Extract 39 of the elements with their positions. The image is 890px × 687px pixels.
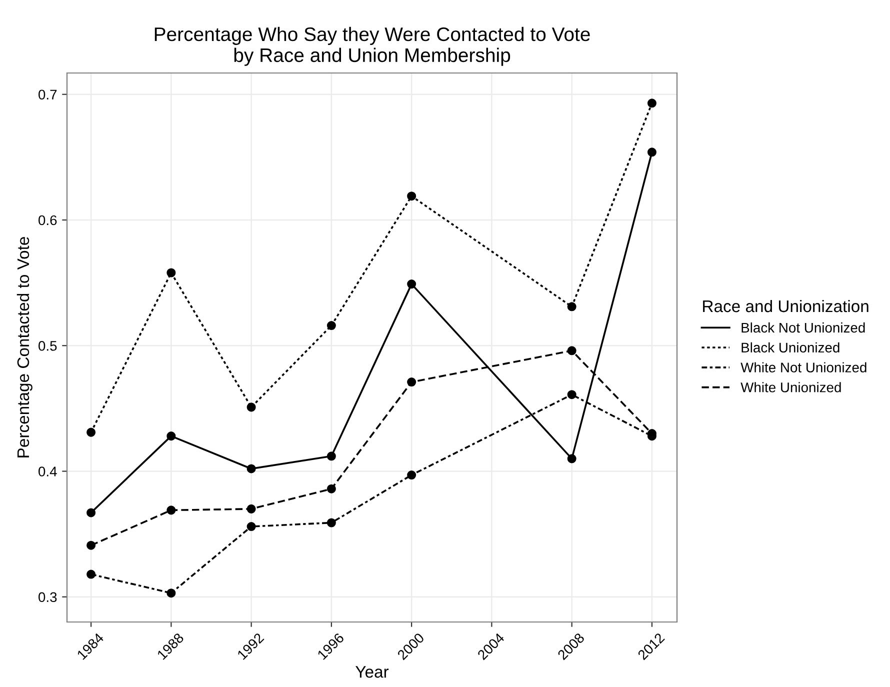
point (407, 470, 416, 480)
legend-title: Race and Unionization (703, 300, 868, 312)
x-axis-title: Year (356, 666, 389, 678)
point (86, 428, 96, 437)
point (166, 588, 176, 598)
y-tick-label: 0.4 (38, 466, 57, 476)
point (246, 402, 256, 412)
point (86, 540, 96, 550)
point (326, 518, 336, 528)
y-tick-label: 0.5 (38, 340, 57, 351)
y-tick-label: 0.3 (38, 592, 57, 602)
point (647, 148, 656, 157)
chart-title: Percentage Who Say they Were Contacted to Vote by Race and Union Membership (154, 26, 590, 66)
point (326, 452, 336, 461)
point (246, 504, 256, 514)
point (407, 192, 416, 201)
y-axis-title: Percentage Contacted to Vote (16, 237, 32, 458)
y-tick-label: 0.7 (38, 90, 57, 100)
legend-label: Black Unionized (742, 342, 840, 353)
point (326, 484, 336, 494)
point (166, 268, 176, 278)
point (567, 302, 576, 312)
point (647, 98, 656, 108)
point (86, 570, 96, 579)
legend-label: White Not Unionized (740, 362, 866, 372)
point (86, 508, 96, 518)
point (326, 321, 336, 330)
point (246, 522, 256, 532)
legend-label: Black Not Unionized (742, 322, 865, 333)
legend-label: White Unionized (740, 382, 841, 392)
point (246, 464, 256, 474)
y-tick-label: 0.6 (38, 215, 57, 226)
point (567, 454, 576, 464)
point (407, 280, 416, 289)
point (567, 346, 576, 356)
point (407, 378, 416, 387)
point (166, 432, 176, 441)
point (567, 390, 576, 400)
point (166, 506, 176, 515)
